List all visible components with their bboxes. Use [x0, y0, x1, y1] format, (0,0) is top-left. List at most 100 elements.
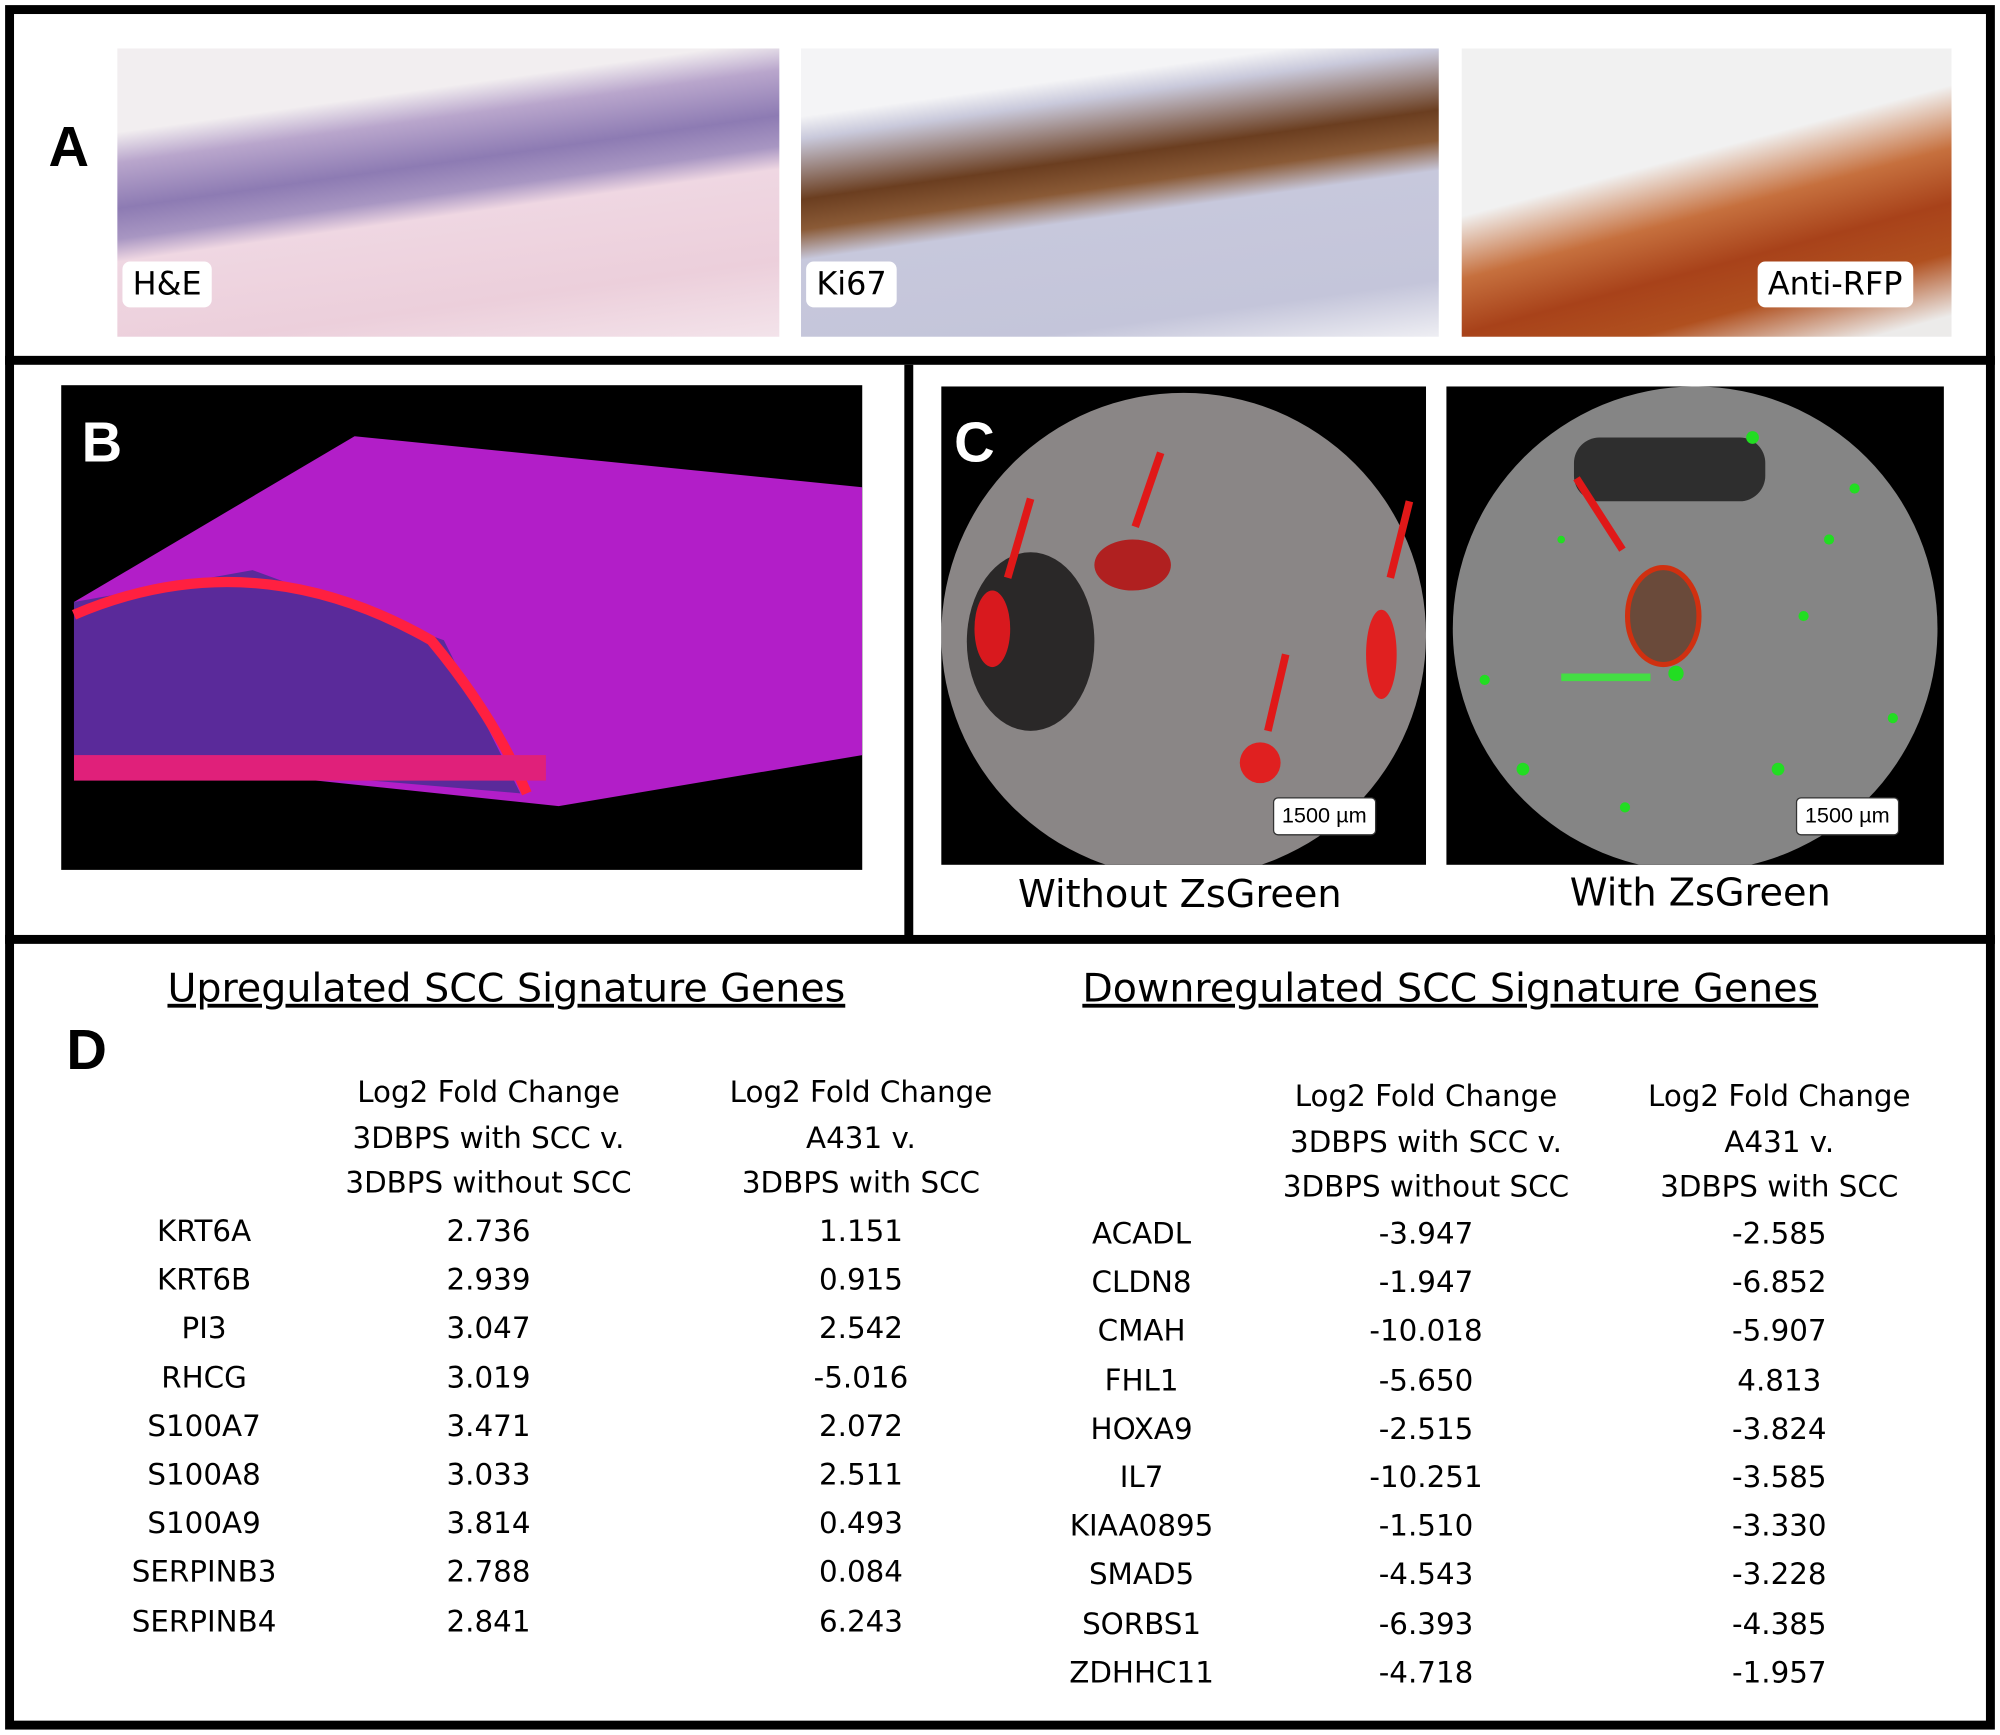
fold-change: -1.510	[1378, 1510, 1474, 1544]
fold-change: 0.084	[818, 1556, 903, 1590]
gene-name: SMAD5	[1088, 1559, 1195, 1593]
table-title: Downregulated SCC Signature Genes	[1082, 965, 1819, 1012]
fold-change: -3.228	[1732, 1559, 1827, 1593]
fold-change: 2.072	[818, 1410, 903, 1444]
column-header: Log2 Fold Change	[1648, 1080, 1911, 1114]
gene-name: RHCG	[161, 1361, 247, 1395]
endoscopy-render	[1452, 386, 1938, 865]
fold-change: -3.585	[1732, 1461, 1827, 1495]
fold-change: 2.939	[446, 1264, 531, 1298]
fold-change: 0.915	[818, 1264, 903, 1298]
red-signal	[974, 590, 1011, 668]
scale-bar: 1500 µm	[1272, 797, 1376, 836]
divider	[5, 934, 1995, 944]
fold-change: -2.515	[1378, 1412, 1474, 1447]
red-signal	[1239, 742, 1281, 784]
confocal-render	[71, 436, 863, 807]
fold-change: -4.543	[1378, 1559, 1474, 1593]
endoscopy-image	[941, 386, 1427, 865]
gene-name: CMAH	[1097, 1315, 1186, 1349]
fold-change: 3.814	[446, 1507, 531, 1542]
fold-change: -10.251	[1369, 1461, 1483, 1495]
column-header: Log2 Fold Change	[1294, 1080, 1558, 1114]
outer-frame	[5, 5, 1995, 1730]
fold-change: -1.947	[1378, 1266, 1474, 1300]
column-header: 3DBPS without SCC	[1282, 1170, 1570, 1205]
fold-change: 2.542	[818, 1312, 903, 1347]
endoscopy-render	[941, 392, 1426, 865]
gene-name: ZDHHC11	[1069, 1656, 1214, 1690]
field-of-view	[941, 392, 1426, 865]
panel-label: B	[81, 411, 123, 475]
gene-name: SERPINB4	[131, 1605, 277, 1639]
gene-name: S100A8	[147, 1459, 261, 1493]
gene-name: HOXA9	[1090, 1412, 1193, 1447]
green-cells	[1479, 431, 1898, 813]
fold-change: -5.650	[1378, 1364, 1474, 1398]
divider	[5, 355, 1995, 365]
fold-change: 2.788	[446, 1556, 531, 1590]
fold-change: 3.047	[446, 1312, 531, 1347]
confocal-image	[61, 385, 863, 870]
fold-change: -6.852	[1732, 1266, 1827, 1300]
fold-change: 4.813	[1737, 1364, 1822, 1398]
panel-label: C	[954, 411, 995, 475]
tumor-edge	[71, 576, 532, 796]
tumor-base	[73, 755, 546, 781]
gene-name: S100A9	[147, 1507, 261, 1542]
gene-name: SORBS1	[1082, 1607, 1202, 1642]
fold-change: -6.393	[1378, 1607, 1474, 1642]
gene-name: KRT6B	[156, 1264, 252, 1298]
endoscopy-image	[1446, 386, 1944, 865]
arrow	[1573, 476, 1626, 552]
column-header: 3DBPS with SCC v.	[1290, 1125, 1562, 1159]
fold-change: -4.385	[1732, 1607, 1827, 1642]
red-signal	[1094, 539, 1171, 591]
fold-change: 6.243	[818, 1605, 903, 1639]
fold-change: 2.736	[446, 1215, 531, 1249]
fold-change: 3.471	[446, 1410, 531, 1444]
fold-change: -5.907	[1732, 1315, 1827, 1349]
gene-name: KRT6A	[157, 1215, 252, 1249]
fold-change: -2.585	[1732, 1218, 1827, 1252]
column-header: Log2 Fold Change	[729, 1076, 993, 1110]
column-header: 3DBPS without SCC	[345, 1167, 632, 1201]
gene-name: S100A7	[147, 1410, 261, 1444]
image-caption: Ki67	[806, 261, 897, 308]
fold-change: 3.033	[446, 1459, 531, 1493]
tumor	[1624, 565, 1702, 668]
panel-label: D	[66, 1019, 107, 1082]
gene-name: PI3	[181, 1312, 227, 1347]
fold-change: 0.493	[818, 1507, 903, 1542]
fold-change: -5.016	[813, 1361, 909, 1395]
divider	[904, 364, 914, 939]
column-header: 3DBPS with SCC v.	[352, 1121, 625, 1155]
dark-region	[1573, 437, 1766, 502]
table-title: Upregulated SCC Signature Genes	[167, 965, 846, 1012]
gene-name: SERPINB3	[131, 1556, 277, 1590]
fold-change: -1.957	[1732, 1656, 1827, 1690]
image-caption: Anti-RFP	[1757, 261, 1913, 308]
tumor-region	[73, 570, 521, 794]
fold-change: -3.947	[1378, 1218, 1474, 1252]
panel-label: A	[48, 116, 90, 179]
scale-bar: 1500 µm	[1795, 797, 1899, 836]
gene-name: FHL1	[1104, 1364, 1179, 1398]
fold-change: 1.151	[818, 1215, 903, 1249]
fold-change: -3.330	[1732, 1510, 1827, 1544]
column-header: 3DBPS with SCC	[741, 1167, 981, 1201]
gene-name: KIAA0895	[1069, 1510, 1214, 1544]
column-header: 3DBPS with SCC	[1660, 1170, 1899, 1205]
red-signal	[1366, 609, 1397, 699]
image-caption: With ZsGreen	[1569, 871, 1831, 916]
fold-change: -10.018	[1369, 1315, 1483, 1349]
column-header: A431 v.	[1724, 1125, 1835, 1159]
he-image	[117, 48, 780, 337]
gene-name: CLDN8	[1091, 1266, 1192, 1300]
image-caption: Without ZsGreen	[1017, 872, 1342, 918]
fold-change: 2.841	[446, 1605, 531, 1639]
gene-name: IL7	[1119, 1461, 1164, 1495]
arrows	[1003, 451, 1414, 732]
